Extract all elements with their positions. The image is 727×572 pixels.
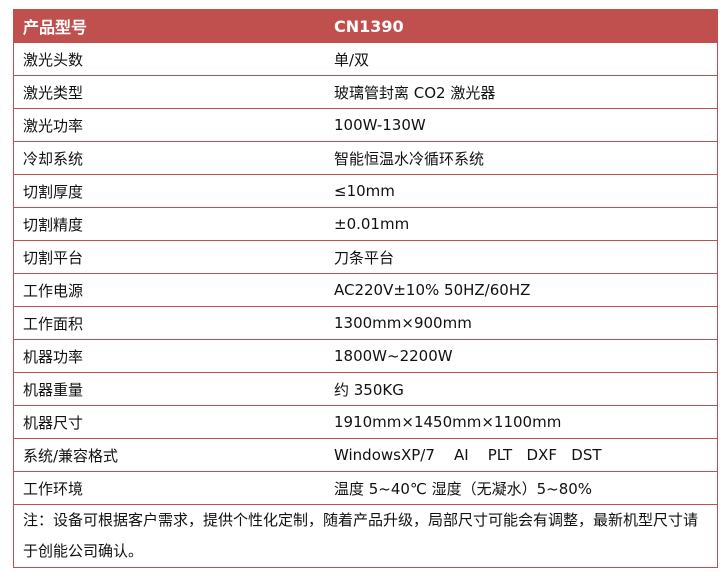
table-row: 冷却系统 智能恒温水冷循环系统 <box>13 141 718 175</box>
spec-value: 1300mm×900mm <box>325 306 718 340</box>
spec-value: 刀条平台 <box>325 240 718 274</box>
table-row: 机器重量约 350KG <box>13 372 718 406</box>
spec-value: 100W-130W <box>325 108 718 142</box>
spec-value: 单/双 <box>325 42 718 76</box>
table-row: 切割平台 刀条平台 <box>13 240 718 274</box>
table-row: 切割精度 ±0.01mm <box>13 207 718 241</box>
spec-label: 工作环境 <box>13 471 325 505</box>
spec-label: 机器重量 <box>13 372 325 406</box>
spec-value: 1910mm×1450mm×1100mm <box>325 405 718 439</box>
spec-label: 机器尺寸 <box>13 405 325 439</box>
spec-label: 冷却系统 <box>13 141 325 175</box>
spec-table: 产品型号 CN1390 激光头数 单/双 激光类型 玻璃管封离 CO2 激光器 激光功率… <box>13 9 718 568</box>
table-row: 工作环境 温度 5~40℃ 湿度（无凝水）5~80% <box>13 471 718 505</box>
table-row: 机器功率 1800W~2200W <box>13 339 718 373</box>
header-label: 产品型号 <box>13 9 325 43</box>
table-row: 激光头数 单/双 <box>13 42 718 76</box>
spec-value: 1800W~2200W <box>325 339 718 373</box>
table-row: 系统/兼容格式 WindowsXP/7 AI PLT DXF DST <box>13 438 718 472</box>
table-row: 切割厚度 ≤10mm <box>13 174 718 208</box>
spec-value: 温度 5~40℃ 湿度（无凝水）5~80% <box>325 471 718 505</box>
table-row: 激光类型 玻璃管封离 CO2 激光器 <box>13 75 718 109</box>
note-row: 注：设备可根据客户需求，提供个性化定制，随着产品升级，局部尺寸可能会有调整，最新… <box>13 504 718 568</box>
spec-value: 玻璃管封离 CO2 激光器 <box>325 75 718 109</box>
spec-label: 切割平台 <box>13 240 325 274</box>
table-row: 工作电源 AC220V±10% 50HZ/60HZ <box>13 273 718 307</box>
spec-value: 智能恒温水冷循环系统 <box>325 141 718 175</box>
spec-value: WindowsXP/7 AI PLT DXF DST <box>325 438 718 472</box>
spec-label: 机器功率 <box>13 339 325 373</box>
note-text: 注：设备可根据客户需求，提供个性化定制，随着产品升级，局部尺寸可能会有调整，最新… <box>13 504 718 568</box>
spec-value: ≤10mm <box>325 174 718 208</box>
spec-label: 激光类型 <box>13 75 325 109</box>
spec-value: 约 350KG <box>325 372 718 406</box>
spec-value: ±0.01mm <box>325 207 718 241</box>
table-row: 机器尺寸 1910mm×1450mm×1100mm <box>13 405 718 439</box>
table-header-row: 产品型号 CN1390 <box>13 9 718 43</box>
header-value: CN1390 <box>325 9 718 43</box>
table-row: 激光功率 100W-130W <box>13 108 718 142</box>
spec-label: 切割厚度 <box>13 174 325 208</box>
spec-label: 激光功率 <box>13 108 325 142</box>
spec-label: 切割精度 <box>13 207 325 241</box>
spec-label: 激光头数 <box>13 42 325 76</box>
spec-label: 工作面积 <box>13 306 325 340</box>
table-row: 工作面积 1300mm×900mm <box>13 306 718 340</box>
spec-label: 工作电源 <box>13 273 325 307</box>
spec-value: AC220V±10% 50HZ/60HZ <box>325 273 718 307</box>
spec-label: 系统/兼容格式 <box>13 438 325 472</box>
